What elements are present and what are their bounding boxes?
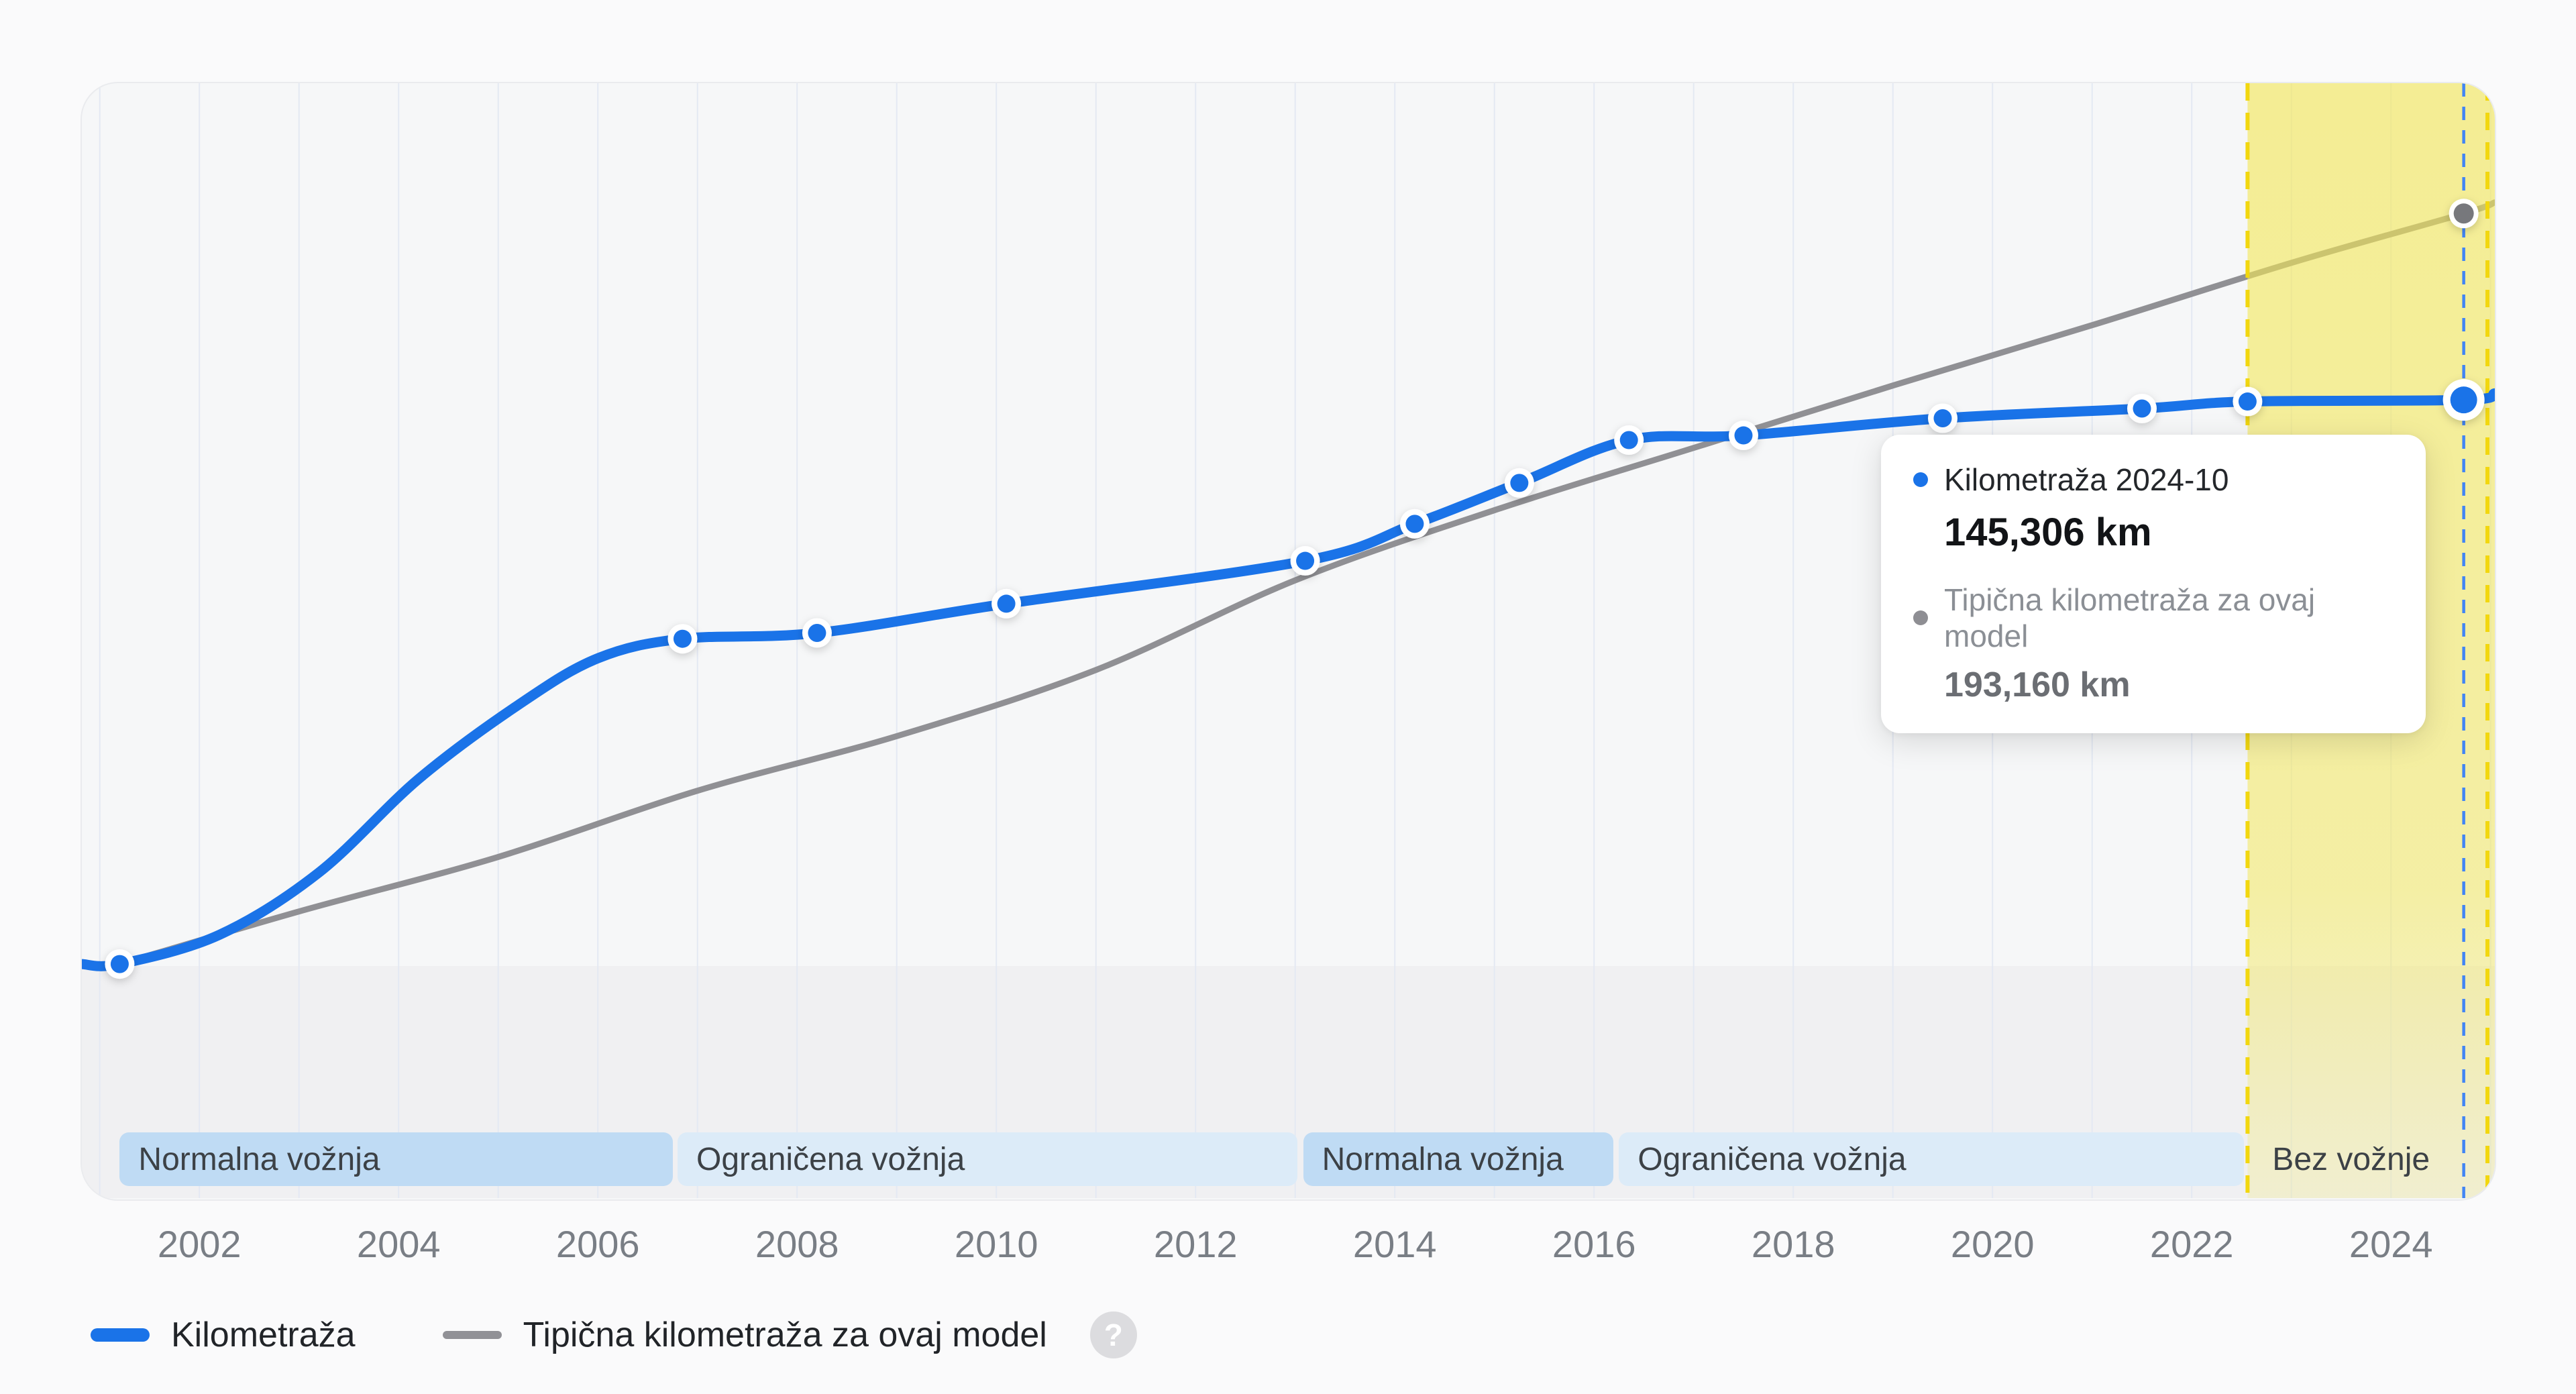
x-axis: 2002 2004 2006 2008 2010 2012 2014 2016 2018 2020… (0, 1222, 2576, 1269)
mileage-line-swatch (91, 1328, 150, 1342)
tooltip-typical-row: Tipična kilometraža za ovaj model (1913, 582, 2394, 654)
typical-end-marker-dot (2453, 203, 2474, 224)
legend-item-typical-mileage[interactable]: Tipična kilometraža za ovaj model (442, 1315, 1047, 1355)
tooltip-mileage-label: Kilometraža 2024-10 (1944, 462, 2229, 497)
x-axis-label: 2020 (1950, 1223, 2035, 1265)
typical-mileage-line (116, 199, 2495, 967)
legend-item-mileage[interactable]: Kilometraža (91, 1315, 356, 1355)
legend-label-typical-mileage: Tipična kilometraža za ovaj model (523, 1316, 1047, 1354)
data-point-marker-dot (110, 955, 129, 973)
data-point-marker-dot (1734, 426, 1753, 445)
x-axis-label: 2010 (954, 1223, 1038, 1265)
data-point-marker-dot (808, 623, 826, 642)
data-point-marker-dot (673, 629, 692, 648)
x-axis-label: 2024 (2349, 1223, 2433, 1265)
chart-legend: Kilometraža Tipična kilometraža za ovaj … (91, 1307, 1137, 1363)
current-point-marker-dot (2450, 386, 2477, 414)
data-point-marker-dot (1510, 474, 1529, 492)
typical-mileage-line-swatch (442, 1331, 502, 1339)
gray-dot-icon (1913, 610, 1928, 625)
x-axis-label: 2016 (1552, 1223, 1636, 1265)
x-axis-label: 2022 (2149, 1223, 2234, 1265)
data-point-marker-dot (1619, 431, 1638, 449)
legend-label-mileage: Kilometraža (171, 1316, 356, 1354)
blue-dot-icon (1913, 472, 1928, 487)
chart-tooltip: Kilometraža 2024-10 145,306 km Tipična k… (1881, 435, 2426, 733)
help-icon[interactable]: ? (1089, 1311, 1137, 1358)
x-axis-label: 2012 (1153, 1223, 1238, 1265)
data-point-marker-dot (997, 594, 1016, 613)
tooltip-typical-label: Tipična kilometraža za ovaj model (1944, 582, 2316, 653)
data-point-marker-dot (2133, 399, 2151, 418)
tooltip-mileage-row: Kilometraža 2024-10 (1913, 462, 2394, 498)
x-axis-label: 2006 (555, 1223, 640, 1265)
data-point-marker-dot (2238, 392, 2257, 411)
tooltip-mileage-value: 145,306 km (1944, 511, 2152, 554)
x-axis-label: 2002 (157, 1223, 241, 1265)
x-axis-label: 2014 (1352, 1223, 1437, 1265)
data-point-marker-dot (1405, 515, 1424, 533)
x-axis-label: 2018 (1751, 1223, 1835, 1265)
x-axis-label: 2004 (356, 1223, 441, 1265)
data-point-marker-dot (1296, 551, 1315, 570)
tooltip-typical-value: 193,160 km (1944, 665, 2131, 704)
data-point-marker-dot (1933, 409, 1952, 428)
below-zero-region (82, 966, 2495, 1198)
x-axis-label: 2008 (755, 1223, 839, 1265)
mileage-line (82, 388, 2495, 971)
